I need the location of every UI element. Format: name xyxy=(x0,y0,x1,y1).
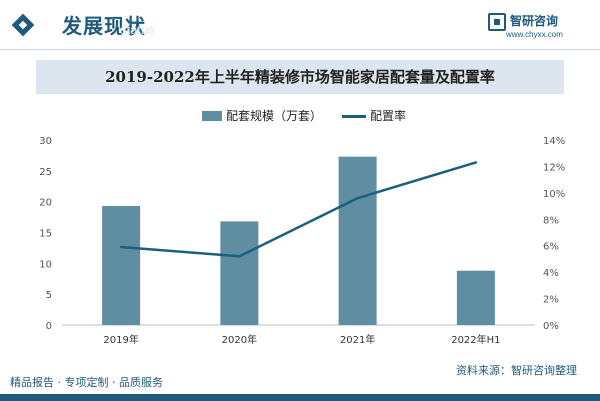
y-left-tick-label: 20 xyxy=(39,198,52,209)
rate-point xyxy=(238,255,241,258)
x-tick-label: 2019年 xyxy=(103,333,138,346)
y-left-tick-label: 15 xyxy=(39,229,52,240)
chart-legend: 配套规模（万套） 配置率 xyxy=(0,106,600,126)
x-tick-label: 2020年 xyxy=(222,333,257,346)
diamond-icon xyxy=(11,13,35,37)
bar xyxy=(220,221,259,325)
legend-line-swatch xyxy=(342,115,366,118)
footer-band xyxy=(0,394,600,401)
header-divider xyxy=(0,49,600,50)
x-tick-label: 2021年 xyxy=(340,333,375,346)
rate-point xyxy=(356,196,359,200)
brand-logo: 智研咨询 www.chyxx.com xyxy=(488,10,578,44)
bar xyxy=(456,270,495,325)
logo-url: www.chyxx.com xyxy=(506,30,563,39)
header-watermark: status xyxy=(120,22,155,37)
y-left-tick-label: 0 xyxy=(46,321,52,332)
legend-line-label: 配置率 xyxy=(370,109,407,123)
page-header: 发展现状 status 智研咨询 www.chyxx.com xyxy=(0,0,600,50)
legend-bar-swatch xyxy=(202,111,222,121)
page-title: 发展现状 xyxy=(62,14,146,38)
rate-line xyxy=(121,161,477,258)
y-right-tick-label: 10% xyxy=(543,189,565,200)
chart-title: 2019-2022年上半年精装修市场智能家居配套量及配置率 xyxy=(36,60,564,94)
x-tick-label: 2022年H1 xyxy=(451,333,500,346)
y-right-tick-label: 12% xyxy=(543,162,565,173)
legend-bar-label: 配套规模（万套） xyxy=(226,109,323,123)
rate-point xyxy=(474,161,478,164)
y-right-tick-label: 6% xyxy=(543,242,559,253)
y-left-tick-label: 25 xyxy=(39,167,52,178)
rate-point xyxy=(119,245,123,249)
footer-tagline: 精品报告 · 专项定制 · 品质服务 xyxy=(10,376,163,389)
y-left-tick-label: 30 xyxy=(39,136,52,147)
logo-name: 智研咨询 xyxy=(510,14,559,28)
y-left-tick-label: 5 xyxy=(46,290,52,301)
y-right-tick-label: 2% xyxy=(543,295,559,306)
source-note: 资料来源：智研咨询整理 xyxy=(456,364,577,377)
y-right-tick-label: 4% xyxy=(543,268,559,279)
y-right-tick-label: 0% xyxy=(543,321,559,332)
bar xyxy=(102,205,141,325)
logo-icon xyxy=(488,13,506,31)
bar xyxy=(338,156,377,325)
y-right-tick-label: 14% xyxy=(543,136,565,147)
y-left-tick-label: 10 xyxy=(39,259,52,270)
y-right-tick-label: 8% xyxy=(543,215,559,226)
